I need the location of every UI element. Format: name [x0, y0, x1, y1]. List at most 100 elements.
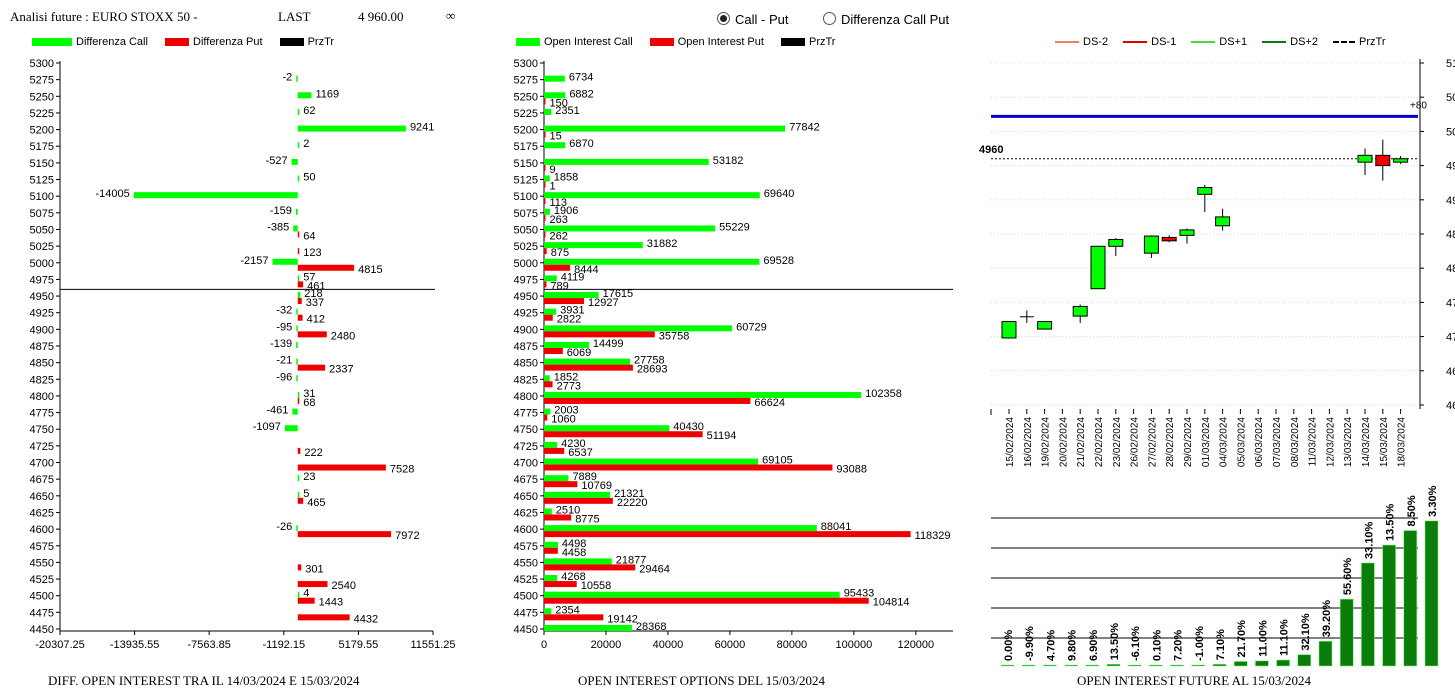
put-value-label: 118329 — [915, 530, 951, 542]
radio-differenza[interactable]: Differenza Call Put — [823, 12, 949, 27]
future-bar-label: 6.90% — [1088, 630, 1100, 661]
put-value-label: 1060 — [551, 414, 575, 426]
call-value-label: 4268 — [561, 571, 585, 583]
put-value-label: 10558 — [581, 580, 612, 592]
call-value-label: -159 — [270, 205, 292, 217]
call-bar — [297, 391, 300, 398]
call-bar — [544, 292, 599, 299]
put-bar — [297, 464, 386, 471]
candle-up — [1393, 158, 1409, 163]
x-tick-label: 15/02/2024 — [1005, 417, 1016, 467]
put-value-label: 51194 — [707, 430, 737, 442]
call-bar — [297, 175, 300, 182]
call-value-label: 1858 — [554, 172, 578, 184]
call-value-label: 4498 — [562, 538, 586, 550]
y-tick-label: 4750 — [514, 424, 538, 436]
put-bar — [297, 531, 392, 538]
y-tick-label: 5000 — [514, 258, 538, 270]
call-bar — [544, 375, 550, 382]
legend-swatch-put — [165, 38, 190, 47]
put-bar — [544, 214, 546, 221]
radio-call-put[interactable]: Call - Put — [717, 12, 788, 27]
y-tick-label: 4750 — [1446, 297, 1455, 309]
x-tick-label: 20000 — [591, 639, 622, 651]
future-bar-label: 7.10% — [1215, 629, 1227, 660]
y-tick-label: 4575 — [30, 541, 54, 553]
y-tick-label: 4775 — [30, 408, 54, 420]
y-tick-label: 4550 — [514, 557, 538, 569]
candle-up — [1072, 306, 1088, 317]
call-value-label: -21 — [276, 355, 292, 367]
caption-options: OPEN INTEREST OPTIONS DEL 15/03/2024 — [578, 673, 825, 688]
future-bar-label: 11.00% — [1257, 620, 1269, 657]
x-tick-label: 100000 — [835, 639, 872, 651]
put-value-label: 4458 — [562, 547, 586, 559]
open-interest-options-chart: 5300 5275 5250 5225 5200 5175 5150 5125 5100 5075… — [514, 58, 953, 651]
call-bar — [293, 225, 298, 232]
call-value-label: 9241 — [410, 122, 434, 134]
put-bar — [544, 514, 572, 521]
put-value-label: 6537 — [568, 447, 592, 459]
call-bar — [296, 525, 298, 532]
x-tick-label: 80000 — [777, 639, 808, 651]
y-tick-label: 4725 — [514, 441, 538, 453]
y-tick-label: 5050 — [30, 224, 54, 236]
call-value-label: 2351 — [555, 105, 579, 117]
call-value-label: 1906 — [554, 205, 578, 217]
future-bar-label: 33.10% — [1363, 521, 1375, 559]
call-value-label: 2 — [303, 138, 309, 150]
put-value-label: 12927 — [588, 297, 619, 309]
call-value-label: 218 — [304, 288, 322, 300]
call-value-label: 102358 — [865, 388, 902, 400]
prztr-value-label: 4960 — [979, 144, 1003, 156]
put-bar — [544, 331, 655, 338]
x-tick-label: 27/02/2024 — [1147, 417, 1158, 467]
call-bar — [272, 258, 298, 265]
x-tick-label: 22/02/2024 — [1094, 417, 1105, 467]
call-bar — [544, 608, 552, 615]
x-tick-label: 28/02/2024 — [1165, 417, 1176, 467]
call-bar — [297, 275, 300, 282]
put-bar — [544, 597, 869, 604]
legend-swatch-prztr — [781, 38, 805, 47]
put-value-label: 22220 — [617, 497, 648, 509]
call-value-label: 27758 — [634, 355, 665, 367]
call-value-label: 77842 — [789, 122, 820, 134]
y-tick-label: 5125 — [514, 175, 538, 187]
put-bar — [297, 497, 304, 504]
legend-label: PrzTr — [307, 36, 335, 48]
future-bar — [1127, 664, 1142, 667]
radio-selected-icon[interactable] — [717, 12, 730, 25]
call-value-label: 1852 — [554, 371, 578, 383]
x-tick-label: 11551.25 — [410, 639, 455, 651]
put-value-label: 35758 — [659, 330, 690, 342]
put-value-label: 93088 — [836, 464, 867, 476]
put-bar — [544, 181, 546, 188]
call-value-label: 62 — [303, 105, 315, 117]
legend-label: DS-1 — [1151, 36, 1177, 48]
radio-unselected-icon[interactable] — [823, 12, 836, 25]
call-bar — [544, 491, 611, 498]
y-tick-label: 4875 — [30, 341, 54, 353]
x-tick-label: 0 — [541, 639, 547, 651]
legend-label: Open Interest Call — [544, 36, 633, 48]
put-bar — [544, 348, 563, 354]
put-value-label: 1443 — [319, 597, 343, 609]
put-value-label: 337 — [306, 297, 324, 309]
put-bar — [297, 248, 300, 255]
legend-line-ds+2 — [1262, 41, 1287, 44]
put-bar — [544, 397, 751, 404]
put-bar — [297, 614, 350, 621]
call-bar — [296, 358, 298, 365]
call-value-label: -95 — [276, 321, 292, 333]
caption-diff: DIFF. OPEN INTEREST TRA IL 14/03/2024 E … — [48, 673, 360, 688]
y-tick-label: 5100 — [30, 191, 54, 203]
y-tick-label: 4975 — [514, 274, 538, 286]
future-bar — [1149, 664, 1163, 667]
put-value-label: 2337 — [329, 364, 353, 376]
y-tick-label: 4850 — [514, 358, 538, 370]
future-bar — [1276, 659, 1290, 667]
x-tick-label: 14/03/2024 — [1361, 417, 1372, 467]
put-bar — [544, 98, 546, 105]
future-bar-label: 13.50% — [1385, 504, 1397, 542]
